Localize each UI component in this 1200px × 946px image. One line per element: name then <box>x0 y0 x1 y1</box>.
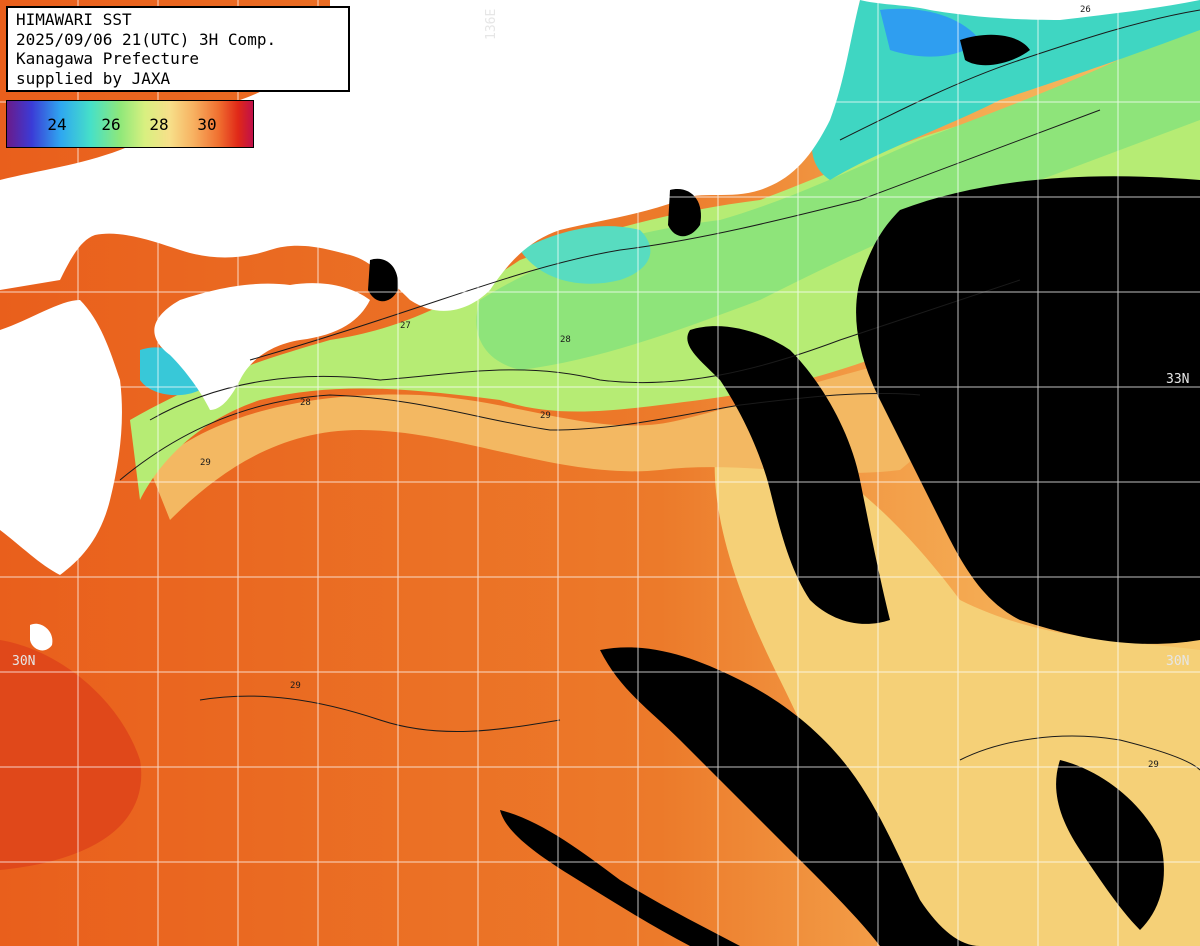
contour-label: 28 <box>560 335 571 345</box>
lon-label-136e: 136E <box>484 8 499 40</box>
blue-sea-patch <box>880 8 980 57</box>
lat-label-30n-right: 30N <box>1166 654 1190 669</box>
cyan-sea-kii <box>520 226 651 284</box>
colorbar-gradient <box>7 101 253 147</box>
cloud-central <box>687 326 890 624</box>
contour-label: 29 <box>290 681 301 691</box>
cloud-northeast <box>960 34 1030 66</box>
title-datetime: 2025/09/06 21(UTC) 3H Comp. <box>16 29 277 49</box>
cloud-south-streak <box>500 810 740 946</box>
land-honshu <box>0 0 860 311</box>
contour-label: 26 <box>1080 5 1091 15</box>
temperature-colorbar: 24 26 28 30 <box>6 100 254 148</box>
colorbar-tick-30: 30 <box>197 115 217 134</box>
contour-29-line <box>119 392 921 481</box>
contour-label: 29 <box>1148 760 1159 770</box>
colorbar-tick-26: 26 <box>101 115 121 134</box>
colorbar-tick-28: 28 <box>149 115 169 134</box>
contour-26-line <box>839 9 1200 141</box>
title-product: HIMAWARI SST <box>16 10 132 29</box>
sst-contours <box>119 9 1200 771</box>
title-box: HIMAWARI SST 2025/09/06 21(UTC) 3H Comp.… <box>6 6 350 92</box>
contour-label: 29 <box>540 411 551 421</box>
green-sea-inner <box>476 20 1200 370</box>
land-awaji <box>395 233 419 266</box>
cloud-east <box>856 176 1200 644</box>
contour-label: 27 <box>400 321 411 331</box>
land-shikoku <box>154 283 370 410</box>
land-tanegashima <box>30 623 53 651</box>
title-credit: supplied by JAXA <box>16 68 171 88</box>
contour-labels: 29 28 27 26 28 29 29 29 <box>200 5 1159 770</box>
cloud-shikoku-coast <box>368 258 399 302</box>
land-kyushu <box>0 300 122 575</box>
contour-label: 28 <box>300 398 311 408</box>
contour-27-line <box>249 109 1101 361</box>
contour-29-east <box>959 735 1200 771</box>
land-izu <box>775 136 801 170</box>
contour-label: 29 <box>200 458 211 468</box>
cloud-southeast-right <box>1056 760 1164 930</box>
land-kanto <box>860 0 1200 20</box>
cloud-southeast-band <box>600 647 980 946</box>
cloud-kii <box>668 189 701 237</box>
lat-label-30n-left: 30N <box>12 654 36 669</box>
colorbar-tick-24: 24 <box>47 115 67 134</box>
title-region: Kanagawa Prefecture <box>16 49 200 68</box>
lat-label-33n-right: 33N <box>1166 372 1190 387</box>
contour-29-south <box>199 695 561 733</box>
warm-core-sw <box>0 640 142 870</box>
contour-28-line <box>149 279 1021 421</box>
